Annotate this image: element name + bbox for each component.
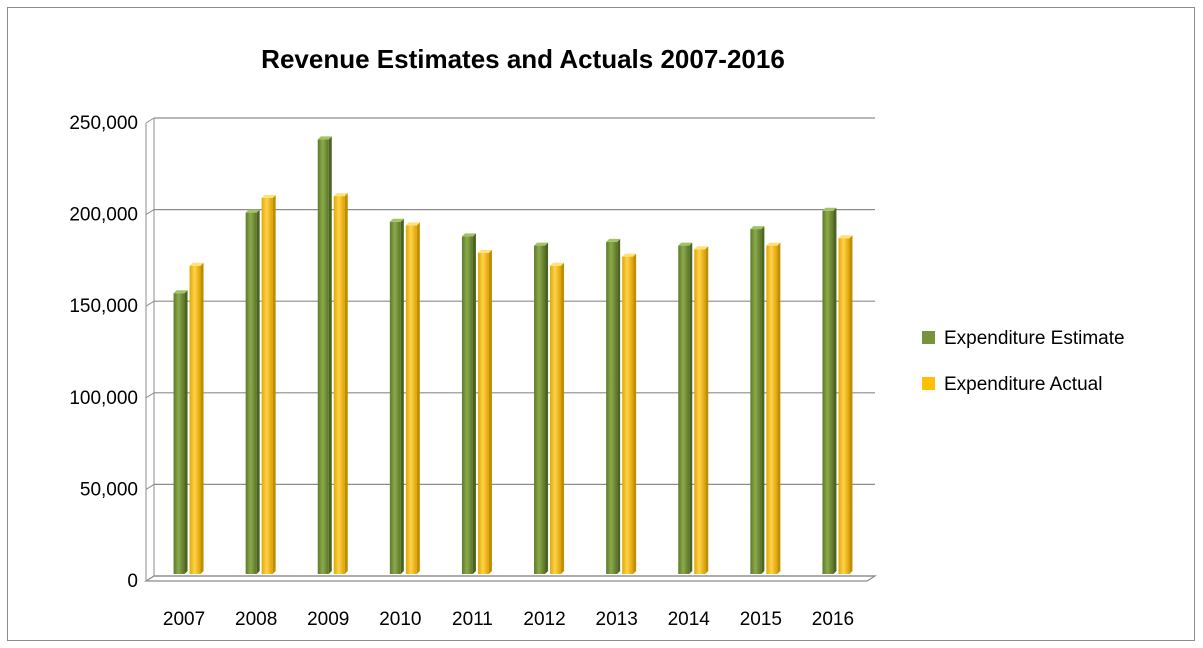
- bar-side: [761, 226, 765, 574]
- bar-side: [256, 209, 260, 574]
- x-tick-label: 2015: [740, 609, 782, 630]
- bar-top: [766, 242, 781, 246]
- bar-side: [561, 262, 565, 574]
- bar: [766, 245, 778, 575]
- bar-top: [678, 242, 693, 246]
- x-tick-label: 2012: [523, 609, 565, 630]
- bar-side: [617, 238, 621, 575]
- bar: [750, 229, 762, 574]
- bar: [461, 236, 473, 574]
- bars: [173, 136, 853, 575]
- bar-top: [622, 253, 637, 257]
- bar: [333, 196, 345, 574]
- tick-labels: 0 50,000 100,000 150,000 200,000 250,000 2007 2…: [69, 113, 854, 630]
- bar: [261, 197, 273, 574]
- bar-top: [750, 226, 765, 230]
- bar-side: [545, 242, 549, 575]
- legend: Expenditure Estimate Expenditure Actual: [922, 328, 1125, 395]
- bar-side: [200, 262, 204, 574]
- bar-top: [389, 218, 404, 222]
- x-tick-label: 2008: [235, 609, 277, 630]
- axes: [143, 118, 878, 582]
- bar-top: [317, 136, 332, 140]
- legend-swatch: [922, 377, 935, 390]
- bar: [838, 238, 850, 575]
- bar: [317, 139, 329, 574]
- x-tick-label: 2007: [163, 609, 205, 630]
- bar-top: [189, 262, 204, 266]
- bar-side: [849, 235, 853, 575]
- bar-side: [777, 242, 781, 575]
- bar: [189, 265, 201, 574]
- bar-side: [488, 249, 492, 575]
- bar: [622, 256, 634, 574]
- bar-side: [705, 246, 709, 575]
- bar: [550, 265, 562, 574]
- bar-top: [173, 290, 188, 294]
- bar-side: [328, 136, 332, 574]
- bar-top: [534, 242, 549, 246]
- x-tick-label: 2010: [379, 609, 421, 630]
- bar: [173, 293, 185, 574]
- chart-frame: Revenue Estimates and Actuals 2007-2016 …: [7, 7, 1195, 641]
- floor: [143, 575, 878, 582]
- y-tick-label: 200,000: [69, 205, 138, 226]
- bar: [477, 252, 489, 575]
- bar-top: [822, 207, 837, 211]
- bar: [245, 212, 257, 574]
- bar-side: [184, 290, 188, 574]
- bar-side: [344, 193, 348, 574]
- bar-side: [472, 233, 476, 574]
- bar: [678, 245, 690, 575]
- bar-side: [272, 194, 276, 574]
- bar-top: [405, 222, 420, 226]
- y-tick-label: 100,000: [69, 388, 138, 409]
- bar: [822, 210, 834, 574]
- legend-label: Expenditure Estimate: [944, 328, 1125, 349]
- bar: [694, 249, 706, 575]
- bar: [389, 221, 401, 574]
- y-tick-label: 250,000: [69, 113, 138, 134]
- x-tick-label: 2009: [307, 609, 349, 630]
- bar: [405, 225, 417, 574]
- gridline-depth: [145, 117, 155, 124]
- bar-top: [461, 233, 476, 237]
- bar-side: [416, 222, 420, 574]
- gridline-depth: [145, 300, 155, 307]
- x-tick-label: 2016: [812, 609, 854, 630]
- y-tick-label: 150,000: [69, 296, 138, 317]
- bar: [606, 241, 618, 575]
- bar-side: [689, 242, 693, 575]
- y-tick-label: 50,000: [80, 479, 138, 500]
- bar-top: [245, 209, 260, 213]
- bar: [534, 245, 546, 575]
- bar-top: [694, 246, 709, 250]
- bar-top: [606, 238, 621, 242]
- gridline-depth: [145, 392, 155, 399]
- bar-side: [633, 253, 637, 574]
- bar-top: [838, 235, 853, 239]
- gridline-depth: [145, 483, 155, 490]
- x-tick-label: 2011: [452, 609, 493, 630]
- bar-chart: Revenue Estimates and Actuals 2007-2016 …: [69, 44, 1125, 630]
- chart-title: Revenue Estimates and Actuals 2007-2016: [261, 44, 785, 74]
- bar-side: [400, 218, 404, 574]
- y-tick-label: 0: [127, 571, 138, 592]
- bar-top: [333, 193, 348, 197]
- bar-top: [261, 194, 276, 198]
- legend-label: Expenditure Actual: [944, 374, 1102, 395]
- bar-top: [550, 262, 565, 266]
- x-tick-label: 2014: [668, 609, 711, 630]
- x-tick-label: 2013: [596, 609, 638, 630]
- legend-swatch: [922, 331, 935, 344]
- bar-top: [477, 249, 492, 253]
- gridline-depth: [145, 209, 155, 216]
- bar-side: [833, 207, 837, 574]
